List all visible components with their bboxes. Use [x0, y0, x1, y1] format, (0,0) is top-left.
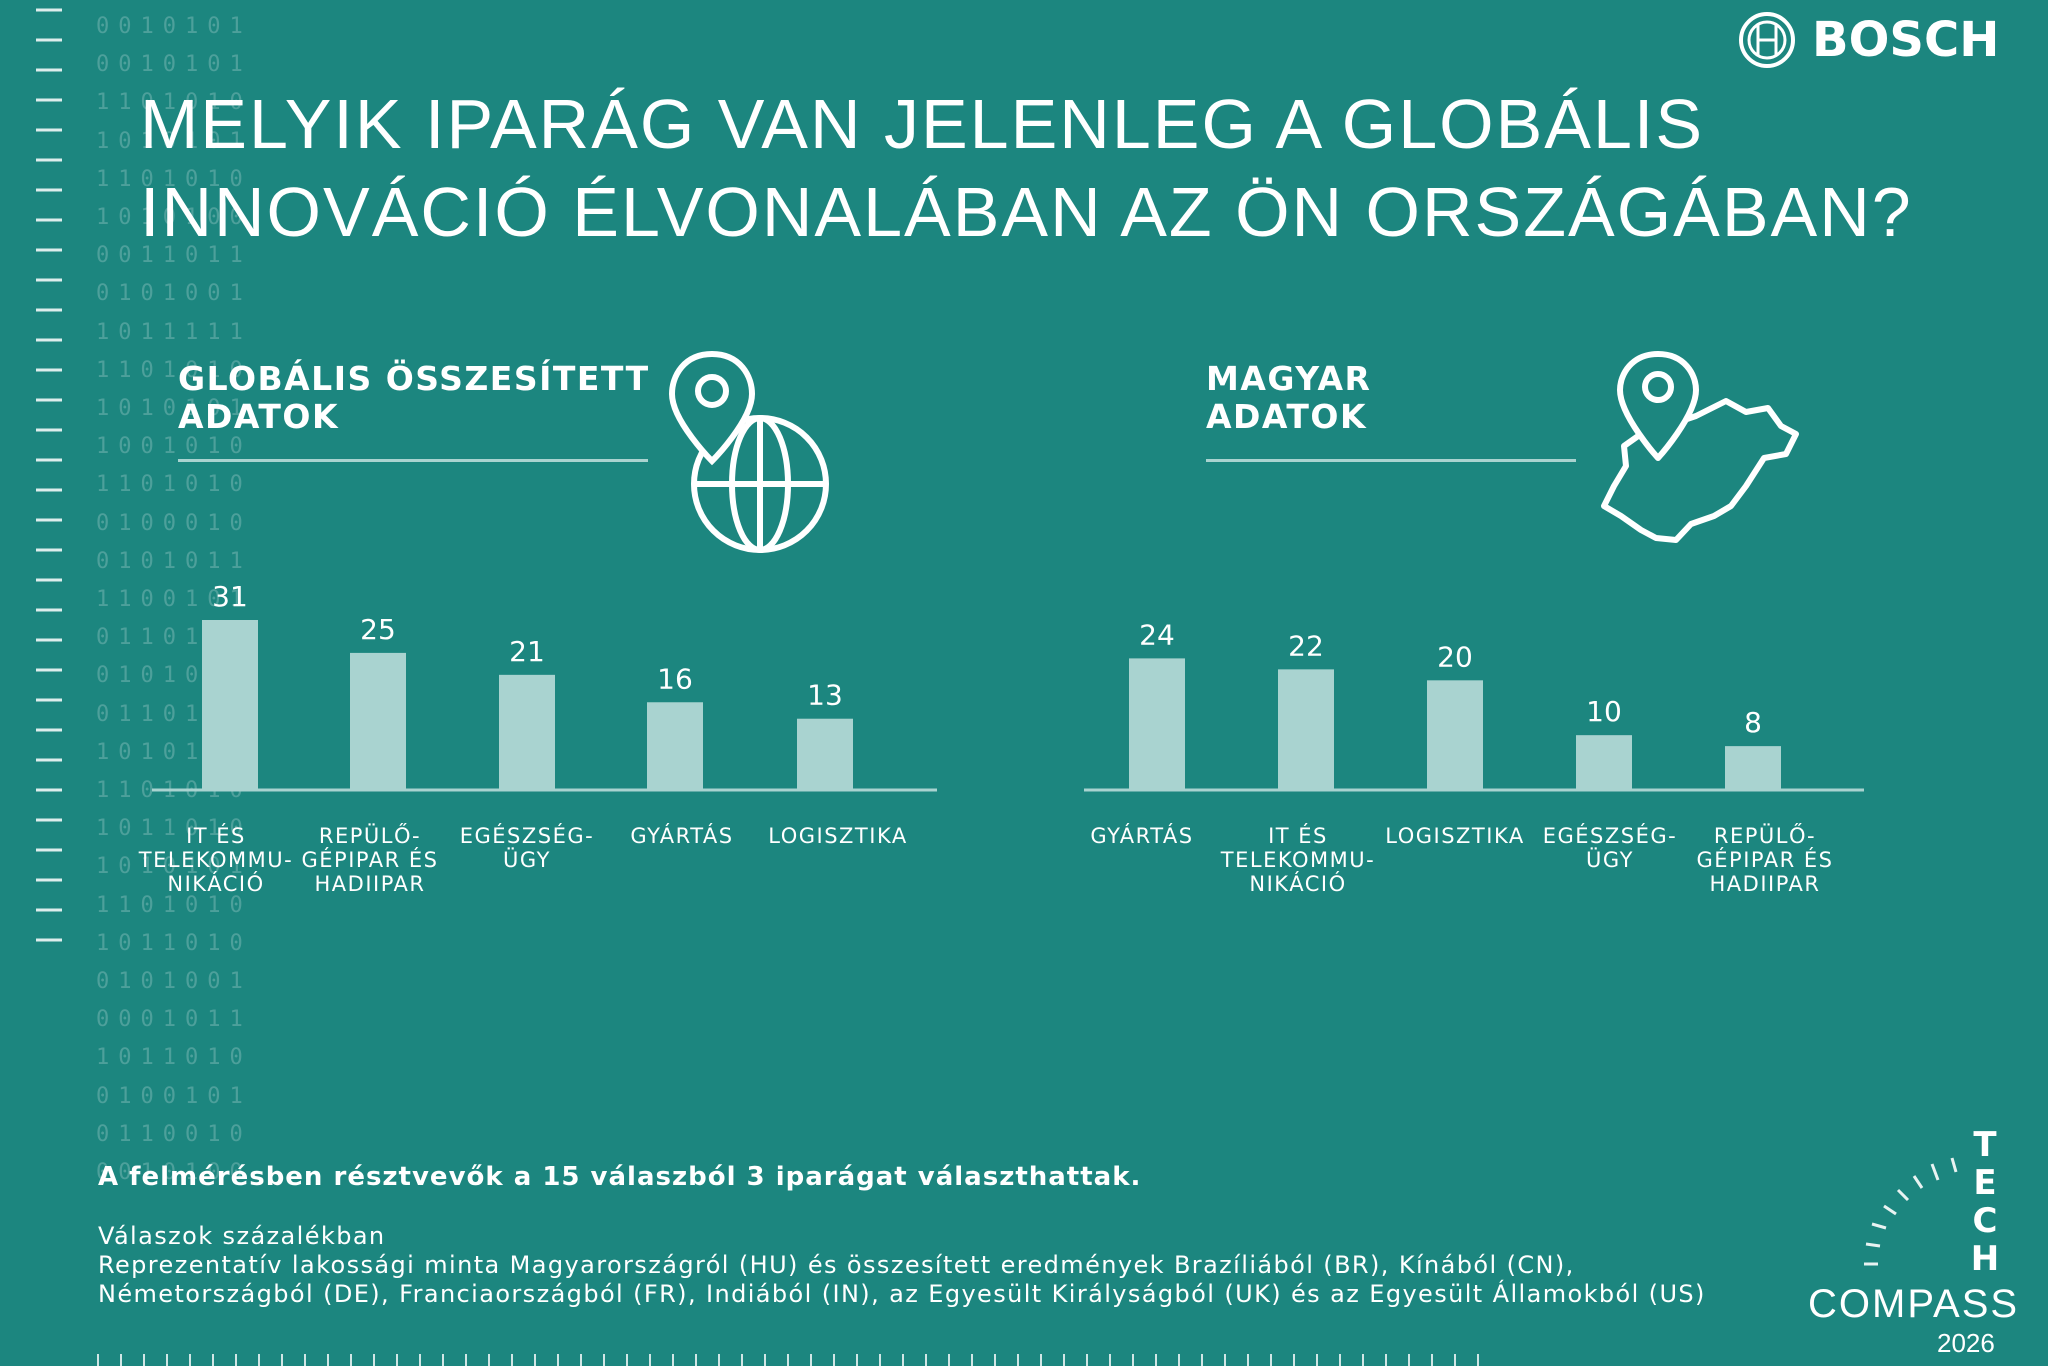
- tech-letter-t: T: [1973, 1125, 1997, 1165]
- data-label: 31: [212, 580, 248, 613]
- compass-label: COMPASS: [1808, 1282, 2020, 1326]
- category-label: IT ÉS: [1268, 823, 1328, 848]
- category-label: REPÜLŐ-: [1714, 823, 1816, 848]
- bar: [1725, 746, 1781, 790]
- source-line-2: Reprezentatív lakossági minta Magyarorsz…: [98, 1251, 1575, 1279]
- global-heading-line-2: ADATOK: [178, 397, 340, 436]
- category-label: TELEKOMMU-: [1220, 848, 1375, 872]
- category-label: ÜGY: [1586, 847, 1634, 872]
- bar: [1129, 658, 1185, 790]
- source-line-3: Németországból (DE), Franciaországból (F…: [98, 1280, 1706, 1308]
- bar: [797, 718, 853, 790]
- bar: [1278, 669, 1334, 790]
- tech-letter-e: E: [1973, 1163, 1997, 1203]
- hungary-heading-line-2: ADATOK: [1206, 397, 1368, 436]
- global-heading-line-1: GLOBÁLIS ÖSSZESÍTETT: [178, 359, 650, 398]
- global-section-heading: GLOBÁLIS ÖSSZESÍTETT ADATOK: [178, 360, 650, 436]
- category-label: EGÉSZSÉG-: [460, 823, 594, 848]
- category-label: TELEKOMMU-: [138, 848, 293, 872]
- brand-name: BOSCH: [1812, 12, 2000, 68]
- year-label: 2026: [1937, 1328, 1995, 1358]
- left-tick-decoration: [36, 8, 62, 942]
- data-label: 13: [807, 679, 843, 712]
- bottom-tick-decoration: [97, 1354, 1479, 1366]
- global-heading-rule: [178, 459, 648, 462]
- compass-dial-icon: [1864, 1157, 1958, 1266]
- data-label: 22: [1288, 629, 1324, 662]
- category-label: LOGISZTIKA: [768, 824, 907, 848]
- footnote-bold: A felmérésben résztvevők a 15 válaszból …: [98, 1162, 1142, 1192]
- hungary-section-heading: MAGYAR ADATOK: [1206, 360, 1371, 436]
- bosch-logo: BOSCH: [1738, 10, 1999, 70]
- bar: [1427, 680, 1483, 790]
- tech-letter-c: C: [1972, 1201, 1998, 1241]
- category-label: HADIIPAR: [315, 872, 426, 896]
- binary-pattern: 0010101 0010101 1101010 1010101 1101010 …: [96, 14, 252, 1186]
- bar: [350, 652, 406, 790]
- data-label: 24: [1139, 618, 1175, 651]
- bosch-armature-icon: [1739, 12, 1795, 68]
- category-label: ÜGY: [503, 847, 551, 872]
- category-label: IT ÉS: [186, 823, 246, 848]
- source-notes: Válaszok százalékban Reprezentatív lakos…: [98, 1222, 1706, 1309]
- globe-pin-icon: [668, 350, 829, 553]
- page-title: MELYIK IPARÁG VAN JELENLEG A GLOBÁLIS IN…: [140, 80, 1913, 256]
- category-label: GÉPIPAR ÉS: [1697, 847, 1834, 872]
- bar: [499, 674, 555, 790]
- hungary-map-pin-icon: [1601, 351, 1799, 543]
- hungary-heading-rule: [1206, 459, 1576, 462]
- source-line-1: Válaszok százalékban: [98, 1222, 386, 1250]
- data-label: 8: [1744, 706, 1762, 739]
- category-label: LOGISZTIKA: [1385, 824, 1524, 848]
- data-label: 25: [360, 613, 396, 646]
- data-label: 20: [1437, 640, 1473, 673]
- data-label: 16: [657, 662, 693, 695]
- hungary-heading-line-1: MAGYAR: [1206, 359, 1372, 398]
- tech-vertical-text: T E C H: [1970, 1126, 2000, 1278]
- data-label: 21: [509, 635, 545, 668]
- category-label: GYÁRTÁS: [630, 823, 733, 848]
- category-label: NIKÁCIÓ: [1249, 871, 1346, 896]
- bar: [1576, 735, 1632, 790]
- bar: [202, 620, 258, 790]
- title-line-1: MELYIK IPARÁG VAN JELENLEG A GLOBÁLIS: [140, 85, 1705, 163]
- title-line-2: INNOVÁCIÓ ÉLVONALÁBAN AZ ÖN ORSZÁGÁBAN?: [140, 173, 1913, 251]
- category-label: NIKÁCIÓ: [167, 871, 264, 896]
- category-label: EGÉSZSÉG-: [1543, 823, 1677, 848]
- category-label: GÉPIPAR ÉS: [302, 847, 439, 872]
- bar: [647, 702, 703, 790]
- tech-letter-h: H: [1970, 1239, 2000, 1279]
- data-label: 10: [1586, 695, 1622, 728]
- category-label: HADIIPAR: [1710, 872, 1821, 896]
- category-label: GYÁRTÁS: [1090, 823, 1193, 848]
- category-label: REPÜLŐ-: [319, 823, 421, 848]
